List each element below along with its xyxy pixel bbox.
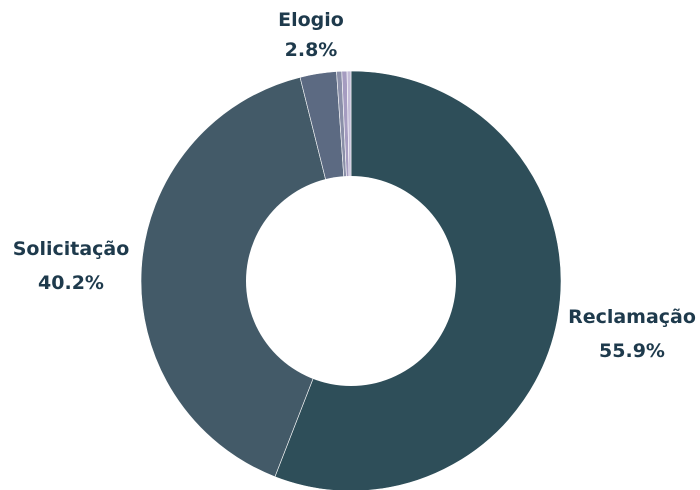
slice-solicitacao <box>140 76 352 478</box>
label-elogio-name: Elogio <box>278 9 344 31</box>
label-reclamacao-name: Reclamação <box>568 306 696 328</box>
label-elogio-value: 2.8% <box>285 39 338 61</box>
label-solicitacao-name: Solicitação <box>13 238 130 260</box>
label-solicitacao-value: 40.2% <box>38 272 104 294</box>
slice-labels: Elogio 2.8% Solicitação 40.2% Reclamação… <box>13 9 696 362</box>
donut-hole <box>246 176 456 386</box>
label-reclamacao-value: 55.9% <box>599 340 665 362</box>
